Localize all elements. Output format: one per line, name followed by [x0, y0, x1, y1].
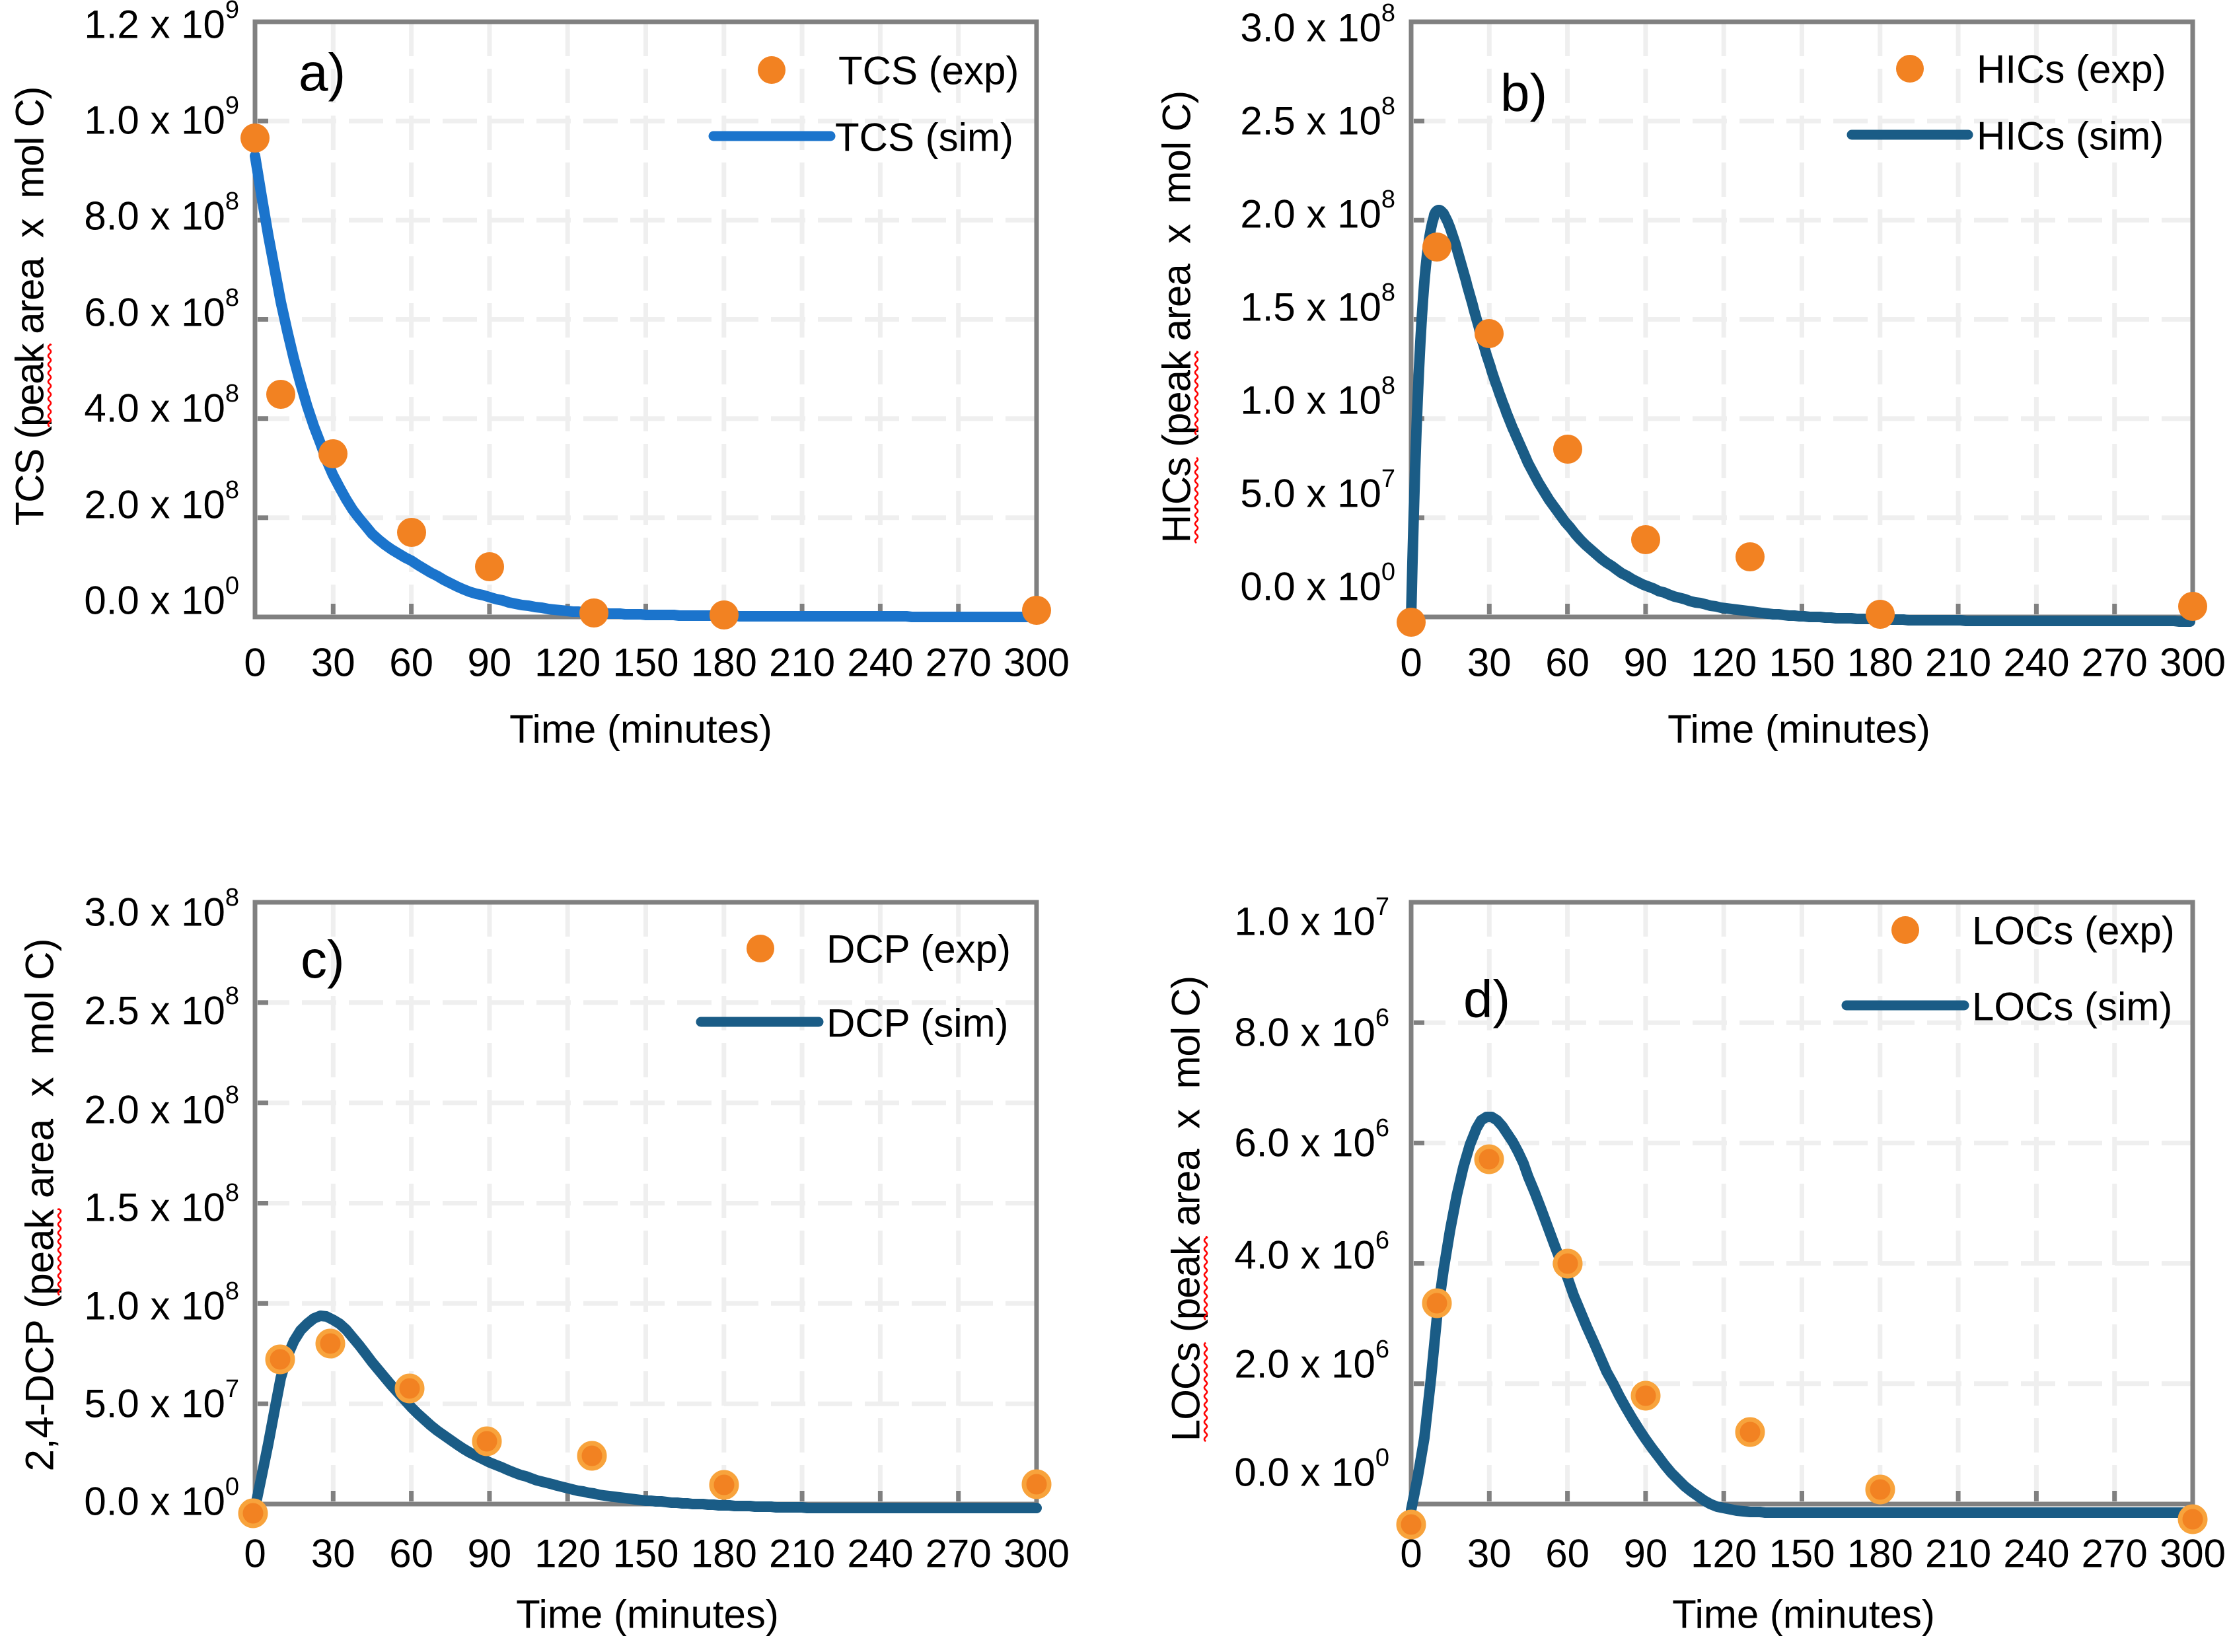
svg-text:270: 270	[926, 1532, 992, 1576]
svg-text:1.0 x 107: 1.0 x 107	[1234, 893, 1389, 944]
svg-text:2.0 x 108: 2.0 x 108	[84, 476, 239, 527]
svg-text:0.0 x 100: 0.0 x 100	[1240, 558, 1395, 609]
svg-text:0: 0	[244, 1532, 266, 1576]
svg-text:8.0 x 108: 8.0 x 108	[84, 188, 239, 238]
svg-text:300: 300	[1004, 1532, 1070, 1576]
svg-text:5.0 x 107: 5.0 x 107	[84, 1375, 239, 1426]
svg-text:HICs (peak area x mol C): HICs (peak area x mol C)	[1155, 91, 1199, 543]
svg-text:6.0 x 108: 6.0 x 108	[84, 284, 239, 335]
svg-text:Time (minutes): Time (minutes)	[1667, 707, 1930, 752]
svg-text:210: 210	[769, 1532, 835, 1576]
svg-text:TCS (sim): TCS (sim)	[835, 116, 1013, 160]
svg-text:DCP (exp): DCP (exp)	[826, 927, 1011, 972]
svg-text:2.5 x 108: 2.5 x 108	[84, 982, 239, 1033]
svg-text:0.0 x 100: 0.0 x 100	[1234, 1444, 1389, 1495]
svg-text:30: 30	[1467, 641, 1512, 685]
svg-text:60: 60	[1545, 641, 1590, 685]
svg-text:0: 0	[1400, 641, 1422, 685]
svg-text:120: 120	[1691, 641, 1757, 685]
svg-text:HICs (exp): HICs (exp)	[1977, 48, 2166, 92]
svg-text:270: 270	[926, 641, 992, 685]
svg-text:150: 150	[1769, 641, 1835, 685]
svg-text:1.0 x 108: 1.0 x 108	[1240, 372, 1395, 423]
svg-text:Time (minutes): Time (minutes)	[516, 1593, 779, 1637]
svg-text:120: 120	[534, 1532, 601, 1576]
svg-text:1.0 x 108: 1.0 x 108	[84, 1277, 239, 1328]
svg-text:30: 30	[1467, 1532, 1512, 1576]
svg-text:90: 90	[468, 1532, 512, 1576]
svg-text:240: 240	[2003, 641, 2069, 685]
svg-text:TCS (exp): TCS (exp)	[838, 49, 1019, 93]
svg-text:240: 240	[847, 641, 913, 685]
svg-text:180: 180	[1847, 641, 1913, 685]
svg-text:c): c)	[301, 930, 345, 989]
svg-text:210: 210	[769, 641, 835, 685]
svg-text:LOCs (peak area x mol C): LOCs (peak area x mol C)	[1164, 976, 1208, 1441]
svg-text:270: 270	[2082, 1532, 2148, 1576]
svg-text:1.0 x 109: 1.0 x 109	[84, 92, 239, 143]
svg-text:1.5 x 108: 1.5 x 108	[84, 1179, 239, 1230]
svg-text:LOCs (sim): LOCs (sim)	[1972, 985, 2172, 1029]
svg-text:LOCs (exp): LOCs (exp)	[1972, 909, 2175, 953]
svg-text:240: 240	[2003, 1532, 2069, 1576]
svg-text:150: 150	[612, 1532, 678, 1576]
svg-text:4.0 x 106: 4.0 x 106	[1234, 1227, 1389, 1277]
svg-text:8.0 x 106: 8.0 x 106	[1234, 1004, 1389, 1055]
svg-text:1.2 x 109: 1.2 x 109	[84, 0, 239, 47]
svg-text:270: 270	[2082, 641, 2148, 685]
svg-text:180: 180	[1847, 1532, 1913, 1576]
svg-text:120: 120	[1691, 1532, 1757, 1576]
svg-text:150: 150	[612, 641, 678, 685]
svg-text:DCP (sim): DCP (sim)	[826, 1001, 1009, 1046]
svg-text:2.5 x 108: 2.5 x 108	[1240, 92, 1395, 143]
svg-text:b): b)	[1500, 63, 1547, 122]
svg-text:210: 210	[1925, 641, 1991, 685]
svg-text:150: 150	[1769, 1532, 1835, 1576]
svg-text:240: 240	[847, 1532, 913, 1576]
svg-text:0.0 x 100: 0.0 x 100	[84, 1473, 239, 1524]
svg-text:Time (minutes): Time (minutes)	[509, 707, 772, 752]
svg-text:120: 120	[534, 641, 601, 685]
svg-text:HICs (sim): HICs (sim)	[1977, 114, 2164, 159]
svg-text:90: 90	[468, 641, 512, 685]
svg-text:5.0 x 107: 5.0 x 107	[1240, 465, 1395, 516]
svg-text:30: 30	[311, 1532, 355, 1576]
svg-text:300: 300	[1004, 641, 1070, 685]
svg-text:300: 300	[2160, 1532, 2226, 1576]
svg-text:Time (minutes): Time (minutes)	[1672, 1593, 1935, 1637]
svg-text:TCS (peak area x mol C): TCS (peak area x mol C)	[8, 87, 52, 526]
svg-text:d): d)	[1463, 970, 1510, 1028]
svg-text:180: 180	[691, 641, 757, 685]
svg-text:180: 180	[691, 1532, 757, 1576]
svg-text:60: 60	[389, 641, 433, 685]
svg-text:60: 60	[389, 1532, 433, 1576]
svg-text:a): a)	[299, 43, 346, 102]
svg-text:60: 60	[1545, 1532, 1590, 1576]
svg-text:4.0 x 108: 4.0 x 108	[84, 380, 239, 431]
svg-text:2.0 x 108: 2.0 x 108	[1240, 186, 1395, 236]
svg-text:0: 0	[244, 641, 266, 685]
svg-text:2.0 x 108: 2.0 x 108	[84, 1081, 239, 1132]
svg-text:1.5 x 108: 1.5 x 108	[1240, 279, 1395, 330]
svg-text:90: 90	[1624, 641, 1668, 685]
svg-text:300: 300	[2160, 641, 2226, 685]
svg-text:3.0 x 108: 3.0 x 108	[1240, 0, 1395, 50]
svg-text:3.0 x 108: 3.0 x 108	[84, 884, 239, 935]
svg-text:2,4-DCP (peak area x mol C): 2,4-DCP (peak area x mol C)	[18, 939, 62, 1472]
svg-text:210: 210	[1925, 1532, 1991, 1576]
svg-text:2.0 x 106: 2.0 x 106	[1234, 1336, 1389, 1386]
svg-text:0.0 x 100: 0.0 x 100	[84, 572, 239, 623]
svg-text:6.0 x 106: 6.0 x 106	[1234, 1114, 1389, 1165]
svg-text:30: 30	[311, 641, 355, 685]
svg-text:90: 90	[1624, 1532, 1668, 1576]
